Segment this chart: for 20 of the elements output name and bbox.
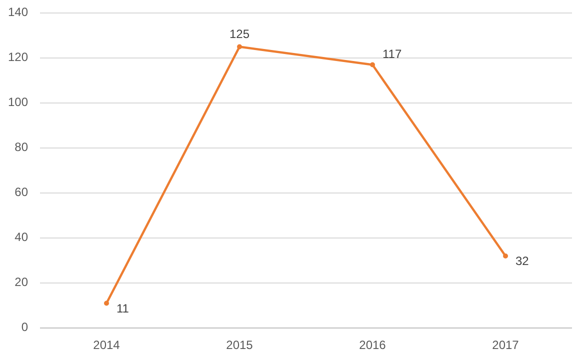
point: [503, 254, 508, 258]
x-tick-label: 2017: [492, 338, 520, 352]
y-tick-label: 120: [8, 50, 28, 64]
data-label: 125: [229, 26, 250, 41]
y-tick-label: 40: [14, 230, 28, 244]
point: [237, 44, 242, 50]
y-tick-label: 140: [8, 5, 28, 20]
y-tick-label: 0: [21, 320, 28, 334]
y-tick-label: 20: [14, 275, 28, 290]
point: [104, 300, 109, 306]
data-label: 32: [516, 254, 530, 268]
x-tick-label: 2015: [226, 338, 254, 352]
data-label: 117: [382, 46, 402, 61]
x-tick-label: 2016: [359, 338, 386, 352]
y-tick-label: 60: [14, 185, 28, 200]
y-tick-label: 100: [8, 95, 28, 110]
point: [370, 62, 375, 68]
y-tick-label: 80: [14, 140, 28, 154]
data-label: 11: [116, 301, 130, 316]
x-tick-label: 2014: [93, 338, 120, 352]
